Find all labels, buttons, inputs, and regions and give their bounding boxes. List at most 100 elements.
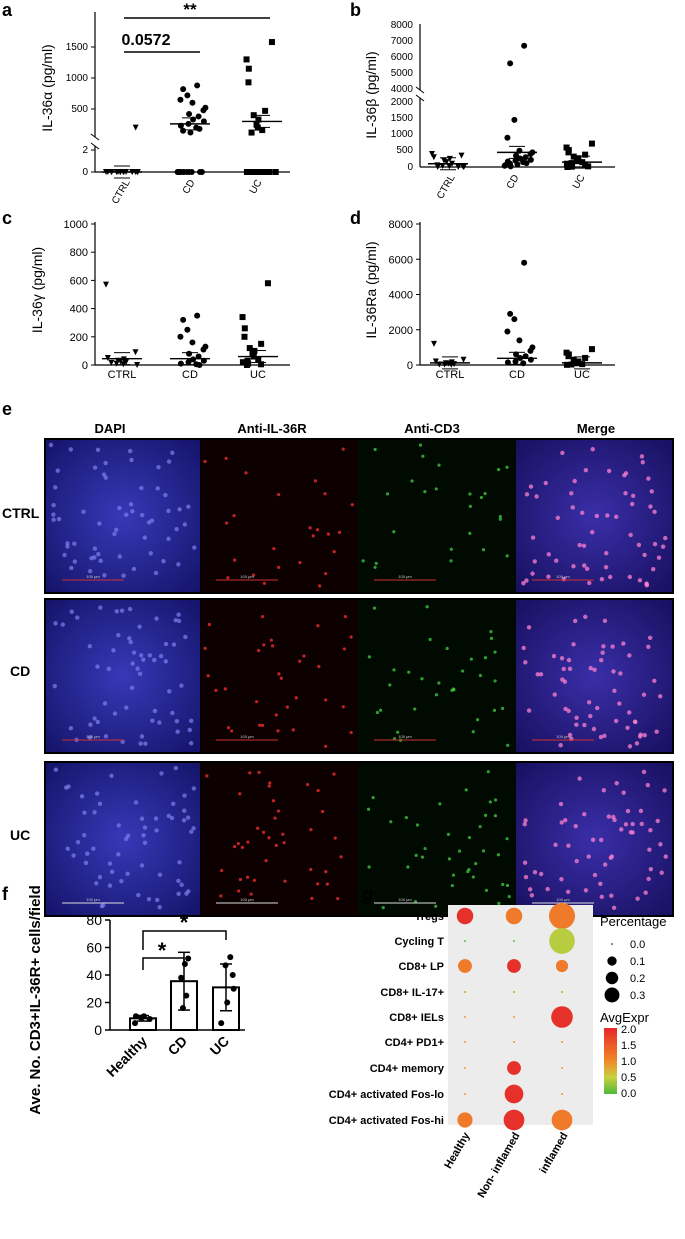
- panel-e-cell-spot: [97, 521, 102, 526]
- panel-e-cell-spot: [321, 809, 325, 814]
- panel-a-point: [253, 121, 260, 128]
- panel-e-cell-spot: [569, 491, 574, 496]
- panel-e-cell-spot: [385, 492, 390, 496]
- panel-e-cell-spot: [598, 837, 604, 843]
- panel-e-cell-spot: [418, 443, 423, 447]
- panel-b-tick: 8000: [391, 20, 414, 31]
- panel-f-point: [179, 1005, 186, 1011]
- panel-e-cell-spot: [621, 790, 626, 795]
- panel-e-cell-spot: [125, 833, 131, 839]
- panel-e-cell-spot: [333, 836, 337, 840]
- panel-a-point: [180, 169, 187, 175]
- panel-e-cell-spot: [598, 734, 604, 740]
- panel-f-point: [178, 974, 185, 981]
- panel-e-cell-spot: [627, 574, 633, 580]
- panel-e-cell-spot: [203, 646, 207, 650]
- panel-e-cell-spot: [413, 707, 417, 711]
- panel-g-row-label: CD8+ IL-17+: [380, 987, 444, 999]
- panel-g-color-legend-label: 0.5: [621, 1072, 636, 1084]
- panel-e-cell-spot: [663, 854, 668, 859]
- panel-e-cell-spot: [639, 454, 645, 459]
- panel-e-cell-spot: [627, 653, 632, 658]
- panel-e-cell-spot: [506, 743, 510, 747]
- panel-e-cell-spot: [141, 657, 146, 662]
- panel-e-cell-spot: [283, 879, 287, 883]
- panel-e-cell-spot: [88, 722, 93, 727]
- panel-e-cell-spot: [566, 708, 571, 714]
- panel-e-cell-spot: [153, 816, 159, 821]
- panel-e-cell-spot: [92, 716, 97, 721]
- panel-e-cell-spot: [103, 460, 108, 466]
- panel-e-cell-spot: [583, 614, 588, 619]
- panel-e-cell-spot: [498, 517, 502, 521]
- panel-c-point: [258, 340, 265, 347]
- panel-e-cell-spot: [225, 521, 229, 525]
- panel-e-cell-spot: [175, 729, 180, 734]
- panel-e-scale-label: 100 μm: [86, 897, 100, 902]
- panel-e-cell-spot: [582, 811, 587, 817]
- panel-g-dot: [464, 940, 466, 942]
- panel-e-cell-spot: [628, 532, 633, 538]
- panel-e-cell-spot: [179, 882, 184, 888]
- panel-e-cell-spot: [60, 622, 66, 627]
- panel-a-xtick: CD: [181, 178, 198, 196]
- panel-e-image-tile: [46, 440, 200, 592]
- panel-e-cell-spot: [154, 828, 159, 833]
- panel-e-cell-spot: [264, 859, 268, 863]
- panel-e-cell-spot: [273, 816, 277, 820]
- panel-e-cell-spot: [623, 822, 629, 827]
- panel-e-cell-spot: [131, 650, 137, 655]
- panel-b-point: [565, 149, 572, 156]
- panel-e-cell-spot: [468, 492, 472, 496]
- panel-g-size-legend-label: 0.2: [630, 973, 645, 985]
- panel-e-cell-spot: [582, 563, 587, 568]
- panel-e-cell-spot: [174, 527, 179, 532]
- panel-e-cell-spot: [451, 873, 456, 877]
- panel-g-size-legend-label: 0.3: [630, 990, 645, 1002]
- panel-e-cell-spot: [601, 788, 607, 793]
- panel-g-color-bar: [604, 1028, 617, 1094]
- panel-e-cell-spot: [493, 679, 497, 683]
- panel-e-cell-spot: [163, 659, 169, 664]
- panel-e-cell-spot: [371, 796, 375, 800]
- panel-e-row-cd: CD: [10, 663, 30, 679]
- panel-f-tick: 80: [86, 912, 102, 928]
- panel-e-cell-spot: [613, 718, 619, 724]
- panel-e-cell-spot: [133, 800, 139, 805]
- panel-e-cell-spot: [51, 512, 56, 517]
- panel-a-point: [200, 118, 207, 125]
- panel-c-tick: 1000: [64, 219, 88, 231]
- panel-e-scale-label: 100 μm: [398, 897, 412, 902]
- panel-b-tick: 7000: [391, 36, 414, 47]
- panel-c-point: [104, 354, 111, 361]
- panel-e-scale-label: 100 μm: [556, 897, 570, 902]
- panel-e-cell-spot: [601, 644, 606, 649]
- panel-e-cell-spot: [629, 501, 635, 507]
- panel-e-cell-spot: [638, 808, 644, 814]
- panel-e-cell-spot: [66, 784, 71, 789]
- panel-e-cell-spot: [392, 530, 396, 534]
- panel-e-cell-spot: [342, 647, 347, 651]
- panel-e-cell-spot: [545, 886, 550, 892]
- panel-e-cell-spot: [167, 689, 172, 694]
- panel-g-color-legend-ticks: 2.0 1.5 1.0 0.5 0.0: [621, 1024, 636, 1100]
- panel-e-cell-spot: [641, 769, 647, 775]
- panel-e-cell-spot: [546, 574, 551, 579]
- panel-d-point: [579, 361, 586, 368]
- panel-e-cell-spot: [157, 872, 163, 878]
- panel-e-image-tile: [516, 440, 672, 592]
- panel-e-cell-spot: [117, 554, 122, 559]
- panel-e-cell-spot: [226, 576, 230, 580]
- panel-e-cell-spot: [97, 874, 103, 880]
- panel-e-cell-spot: [166, 813, 171, 819]
- panel-e-cell-spot: [111, 648, 116, 653]
- panel-e-cell-spot: [185, 815, 191, 820]
- panel-e-cell-spot: [233, 558, 237, 562]
- panel-b-point: [443, 159, 450, 166]
- panel-c-letter: c: [2, 208, 12, 228]
- panel-e-cell-spot: [646, 644, 651, 650]
- panel-e-cell-spot: [538, 871, 544, 877]
- panel-e-cell-spot: [106, 666, 112, 672]
- panel-e-cell-spot: [154, 616, 159, 621]
- panel-e-cell-spot: [316, 882, 320, 886]
